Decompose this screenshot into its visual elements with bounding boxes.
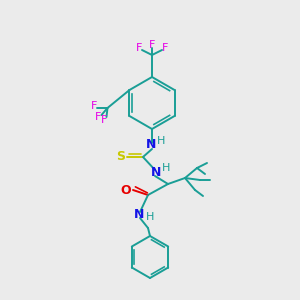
Text: H: H (157, 136, 165, 146)
Text: F: F (149, 40, 155, 50)
Text: N: N (146, 139, 156, 152)
Text: F: F (162, 43, 168, 53)
Text: O: O (121, 184, 131, 196)
Text: F: F (101, 115, 108, 125)
Text: F: F (95, 112, 102, 122)
Text: H: H (146, 212, 154, 222)
Text: S: S (116, 151, 125, 164)
Text: N: N (134, 208, 144, 220)
Text: F: F (91, 101, 98, 111)
Text: N: N (151, 166, 161, 178)
Text: H: H (162, 163, 170, 173)
Text: F: F (136, 43, 142, 53)
